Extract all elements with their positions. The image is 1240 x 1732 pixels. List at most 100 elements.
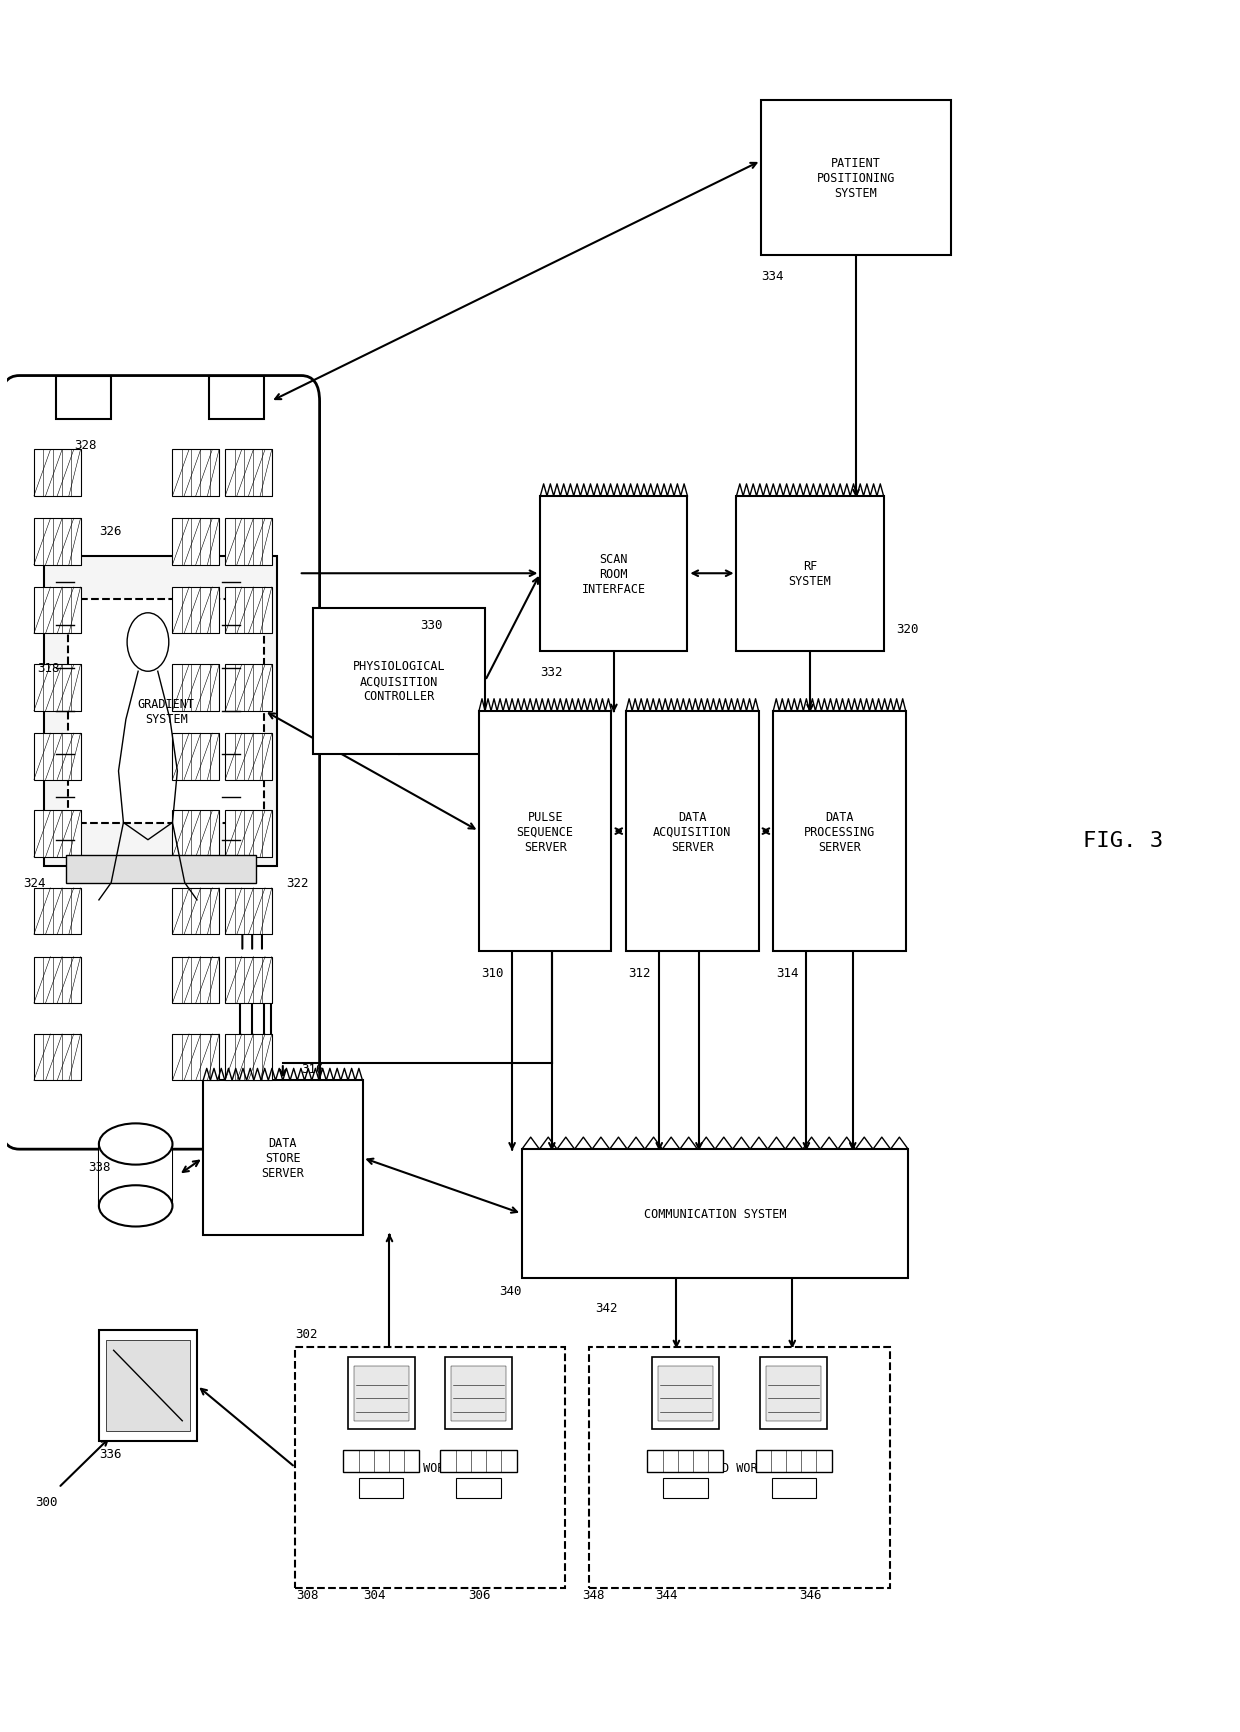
Bar xyxy=(626,712,759,953)
Bar xyxy=(68,599,264,823)
Bar xyxy=(33,734,81,779)
Bar xyxy=(445,1358,512,1429)
Text: 306: 306 xyxy=(467,1588,490,1600)
Text: RF
SYSTEM: RF SYSTEM xyxy=(789,559,832,587)
Text: GRADIENT
SYSTEM: GRADIENT SYSTEM xyxy=(138,698,195,726)
FancyBboxPatch shape xyxy=(1,376,320,1150)
Bar xyxy=(99,1330,197,1441)
Bar xyxy=(33,1034,81,1081)
Bar xyxy=(226,665,272,712)
Text: 318: 318 xyxy=(37,662,60,675)
Bar xyxy=(172,520,219,565)
Bar xyxy=(737,497,884,651)
Bar xyxy=(456,1477,501,1498)
Bar xyxy=(43,556,277,866)
Text: OPERATOR WORKSTATION: OPERATOR WORKSTATION xyxy=(358,1460,501,1474)
Bar xyxy=(203,1081,362,1235)
Bar xyxy=(172,734,219,779)
Bar xyxy=(589,1347,890,1588)
Text: 334: 334 xyxy=(761,270,784,282)
Bar xyxy=(99,1145,172,1205)
Text: COMMUNICATION SYSTEM: COMMUNICATION SYSTEM xyxy=(644,1207,786,1221)
Bar xyxy=(226,450,272,497)
Bar xyxy=(33,665,81,712)
Bar xyxy=(226,1034,272,1081)
Bar xyxy=(210,376,264,419)
Bar xyxy=(33,450,81,497)
Bar xyxy=(172,958,219,1003)
Text: DATA
PROCESSING
SERVER: DATA PROCESSING SERVER xyxy=(804,811,875,854)
Bar xyxy=(172,450,219,497)
Circle shape xyxy=(128,613,169,672)
Bar xyxy=(226,587,272,634)
Text: 330: 330 xyxy=(419,618,443,632)
Bar xyxy=(226,958,272,1003)
Ellipse shape xyxy=(99,1186,172,1226)
Text: 312: 312 xyxy=(629,966,651,979)
Bar xyxy=(479,712,611,953)
Bar xyxy=(343,1450,419,1472)
Text: PULSE
SEQUENCE
SERVER: PULSE SEQUENCE SERVER xyxy=(517,811,574,854)
Text: 340: 340 xyxy=(500,1283,522,1297)
Bar xyxy=(172,1034,219,1081)
Bar xyxy=(663,1477,708,1498)
Text: 324: 324 xyxy=(24,876,46,890)
Bar xyxy=(451,1367,506,1420)
Bar xyxy=(33,520,81,565)
Bar xyxy=(226,734,272,779)
Text: 314: 314 xyxy=(776,966,799,979)
Bar xyxy=(226,811,272,857)
Text: 304: 304 xyxy=(363,1588,386,1600)
Bar xyxy=(226,520,272,565)
Bar xyxy=(760,1358,827,1429)
Text: 338: 338 xyxy=(89,1160,112,1173)
Bar xyxy=(33,958,81,1003)
Text: 308: 308 xyxy=(296,1588,319,1600)
Bar xyxy=(541,497,687,651)
Text: 300: 300 xyxy=(35,1495,57,1509)
Text: 320: 320 xyxy=(895,622,919,636)
Bar xyxy=(360,1477,403,1498)
Bar xyxy=(172,811,219,857)
Bar xyxy=(353,1367,409,1420)
Text: 322: 322 xyxy=(286,876,309,890)
Bar xyxy=(774,712,905,953)
Bar xyxy=(440,1450,517,1472)
Text: DATA
STORE
SERVER: DATA STORE SERVER xyxy=(262,1136,304,1179)
Text: 316: 316 xyxy=(301,1062,324,1076)
Text: FIG. 3: FIG. 3 xyxy=(1083,830,1163,850)
Text: 342: 342 xyxy=(595,1301,618,1315)
Text: NETWORKED WORKSTATION: NETWORKED WORKSTATION xyxy=(665,1460,815,1474)
Text: 310: 310 xyxy=(481,966,503,979)
Text: 346: 346 xyxy=(799,1588,821,1600)
Bar xyxy=(755,1450,832,1472)
Text: 344: 344 xyxy=(656,1588,678,1600)
Bar xyxy=(295,1347,565,1588)
Bar xyxy=(56,376,112,419)
Text: 302: 302 xyxy=(295,1327,317,1341)
Bar xyxy=(226,889,272,935)
Text: DATA
ACQUISITION
SERVER: DATA ACQUISITION SERVER xyxy=(653,811,732,854)
Bar xyxy=(658,1367,713,1420)
Text: 348: 348 xyxy=(582,1588,604,1600)
Text: 326: 326 xyxy=(99,525,122,537)
Bar xyxy=(647,1450,723,1472)
Bar xyxy=(172,889,219,935)
Text: SCAN
ROOM
INTERFACE: SCAN ROOM INTERFACE xyxy=(582,553,646,596)
Bar xyxy=(172,665,219,712)
Bar xyxy=(66,856,255,883)
Bar xyxy=(347,1358,415,1429)
Text: 332: 332 xyxy=(541,665,563,679)
Bar xyxy=(771,1477,816,1498)
Bar xyxy=(172,587,219,634)
Bar xyxy=(33,811,81,857)
Bar xyxy=(107,1341,190,1431)
Bar xyxy=(314,608,485,755)
Bar xyxy=(33,889,81,935)
Bar xyxy=(522,1150,908,1278)
Bar xyxy=(761,102,951,256)
Text: PHYSIOLOGICAL
ACQUISITION
CONTROLLER: PHYSIOLOGICAL ACQUISITION CONTROLLER xyxy=(353,660,445,703)
Bar xyxy=(652,1358,719,1429)
Bar xyxy=(33,587,81,634)
Bar xyxy=(766,1367,821,1420)
